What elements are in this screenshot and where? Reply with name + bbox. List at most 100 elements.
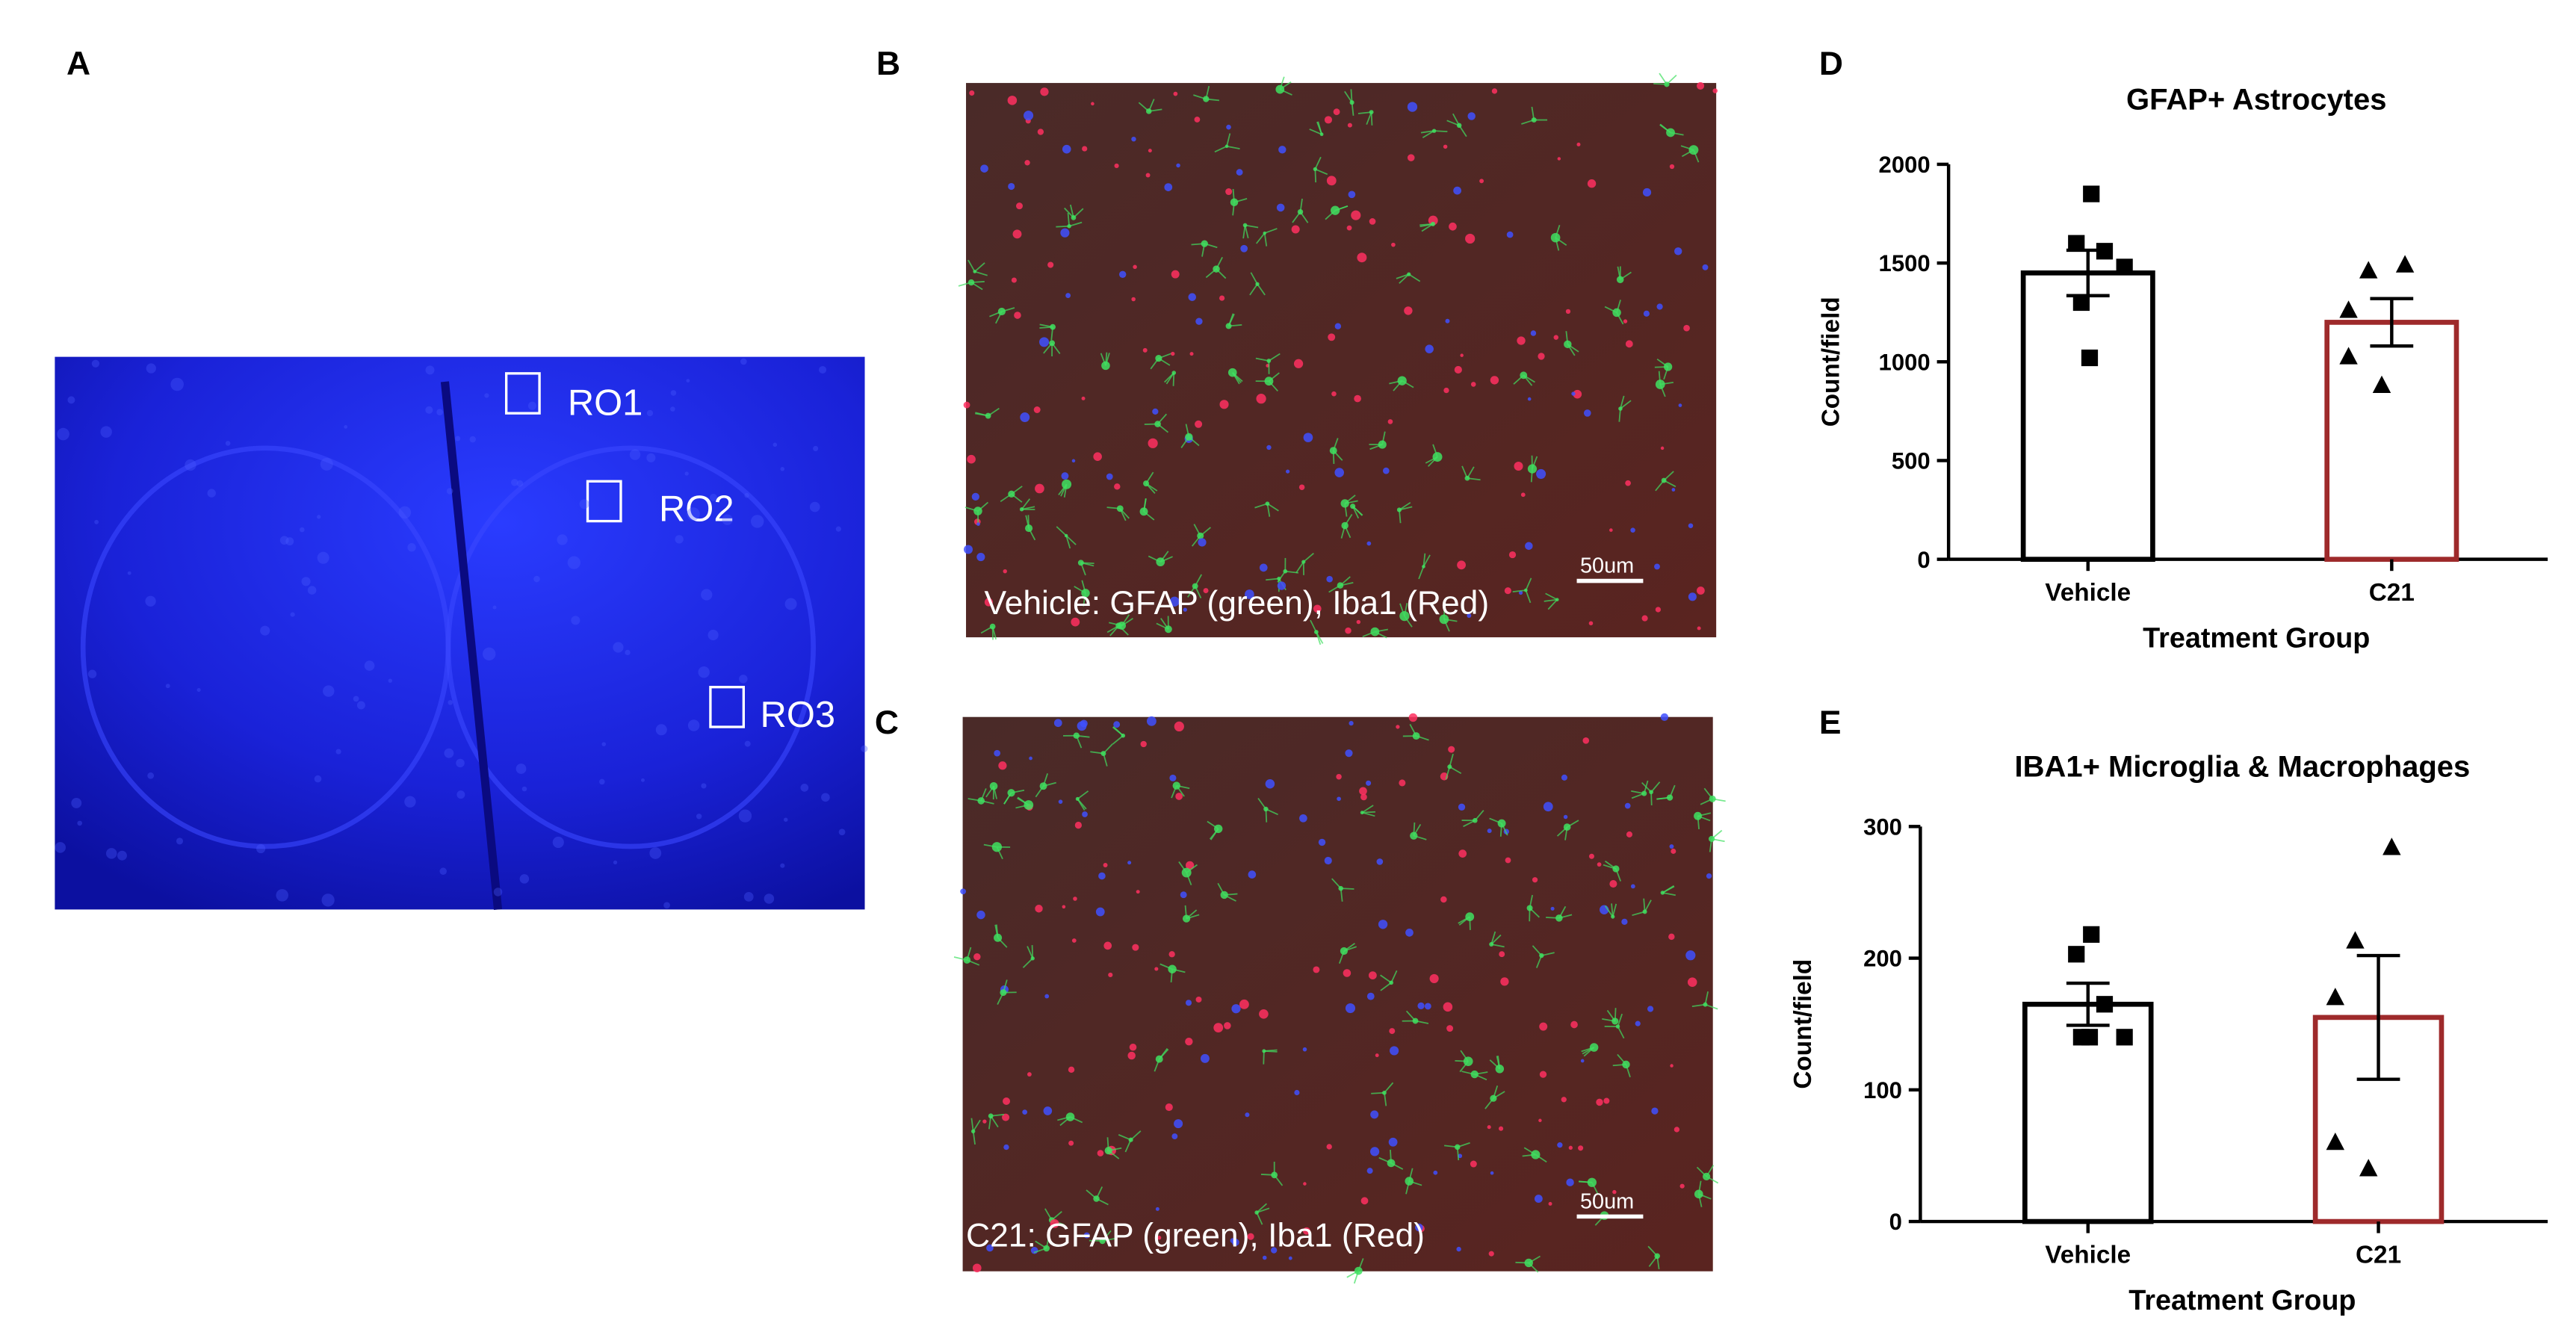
cell-process [1399, 603, 1405, 616]
data-point [2081, 349, 2099, 367]
cell-process [1145, 471, 1154, 484]
tissue-texture [320, 457, 333, 471]
cell-process [1361, 811, 1375, 817]
tissue-texture [301, 577, 311, 586]
cell-process [1666, 75, 1677, 85]
cell-process [1711, 829, 1723, 840]
cell-process [1616, 312, 1624, 325]
tissue-texture [94, 519, 99, 524]
cell [1082, 146, 1088, 152]
cell [1171, 1133, 1178, 1139]
cell [1219, 400, 1229, 409]
cell-process [1402, 380, 1414, 388]
cell [1336, 773, 1342, 780]
cell-process [1525, 577, 1532, 591]
cell [1570, 1021, 1578, 1029]
cell [1534, 1195, 1543, 1203]
cell-process [972, 1131, 976, 1145]
cell-process [1226, 145, 1240, 149]
cell-process [980, 800, 994, 805]
cell-process [1416, 735, 1429, 741]
cell [1651, 1107, 1659, 1115]
cell-process [1279, 88, 1292, 96]
cell-process [1112, 725, 1124, 737]
cell-process [1611, 903, 1614, 917]
cell [1302, 1227, 1310, 1235]
cell-process [1420, 130, 1434, 134]
cell-process [1108, 1147, 1122, 1151]
cell [1008, 182, 1015, 191]
cell-process [1119, 508, 1130, 519]
cell-process [1558, 905, 1567, 919]
cell-process [1413, 823, 1422, 837]
cell-process [1458, 125, 1467, 137]
cell [1195, 420, 1203, 428]
data-point [2372, 375, 2391, 394]
tissue-texture [398, 506, 412, 519]
cell-process [1663, 471, 1674, 481]
micrograph-labels: Vehicle: GFAP (green), Iba1 (Red) 50um C… [966, 554, 1644, 1254]
cell-process [1618, 408, 1621, 422]
cell-process [1186, 909, 1198, 920]
cell-process [1244, 225, 1249, 239]
cell [1655, 607, 1662, 613]
cell [1027, 1072, 1032, 1077]
cell-process [1257, 283, 1266, 296]
tissue-texture [314, 775, 322, 783]
cell-process [1186, 864, 1198, 873]
tissue-texture [744, 740, 751, 747]
tissue-texture [225, 441, 231, 446]
data-point [2346, 931, 2365, 949]
cell-process [1130, 1130, 1142, 1141]
cell-process [1408, 1180, 1422, 1186]
micrograph [958, 72, 1718, 645]
chart-title: IBA1+ Microglia & Macrophages [2015, 751, 2471, 784]
cell-process [1101, 1230, 1112, 1242]
cell [1291, 225, 1300, 234]
cell-process [1404, 616, 1413, 628]
cell [1168, 951, 1175, 958]
cell [1357, 253, 1367, 263]
cell-process [1617, 1013, 1623, 1027]
cell [1621, 918, 1628, 925]
cell [1669, 844, 1674, 849]
cell [1576, 142, 1581, 146]
cell [1539, 1022, 1548, 1031]
cell [1440, 896, 1447, 903]
tissue-texture [353, 696, 359, 702]
cell [1142, 347, 1148, 353]
cell-process [1077, 798, 1086, 811]
cell-process [1399, 510, 1402, 524]
cell-process [1658, 371, 1662, 385]
cell-process [1022, 958, 1033, 968]
cell [1597, 862, 1602, 867]
cell-process [1644, 899, 1652, 912]
cell [1186, 861, 1195, 870]
tissue-texture [356, 701, 365, 710]
cell-process [1591, 1182, 1599, 1195]
cell-process [1409, 723, 1417, 737]
panel-letter: A [66, 46, 90, 82]
cell-process [994, 924, 999, 938]
cell-process [1254, 503, 1268, 509]
cell [1683, 324, 1690, 332]
tissue-texture [599, 778, 605, 785]
roi-label: RO2 [659, 489, 734, 530]
cell [1345, 749, 1353, 758]
cell-process [1095, 1186, 1103, 1199]
cell [1083, 1232, 1090, 1239]
cell-process [966, 959, 980, 966]
cell [1525, 542, 1533, 551]
tissue-texture [640, 778, 645, 782]
data-point [2383, 837, 2401, 855]
cell-process [1403, 603, 1408, 616]
tissue-texture [290, 612, 295, 617]
cell-process [1059, 1116, 1071, 1127]
cell [1175, 793, 1183, 800]
cell-process [1080, 562, 1095, 567]
tissue-texture [696, 814, 702, 820]
tissue-texture [663, 902, 670, 909]
cell [1103, 941, 1112, 950]
cell-process [1171, 785, 1177, 799]
cell [1548, 1201, 1552, 1206]
